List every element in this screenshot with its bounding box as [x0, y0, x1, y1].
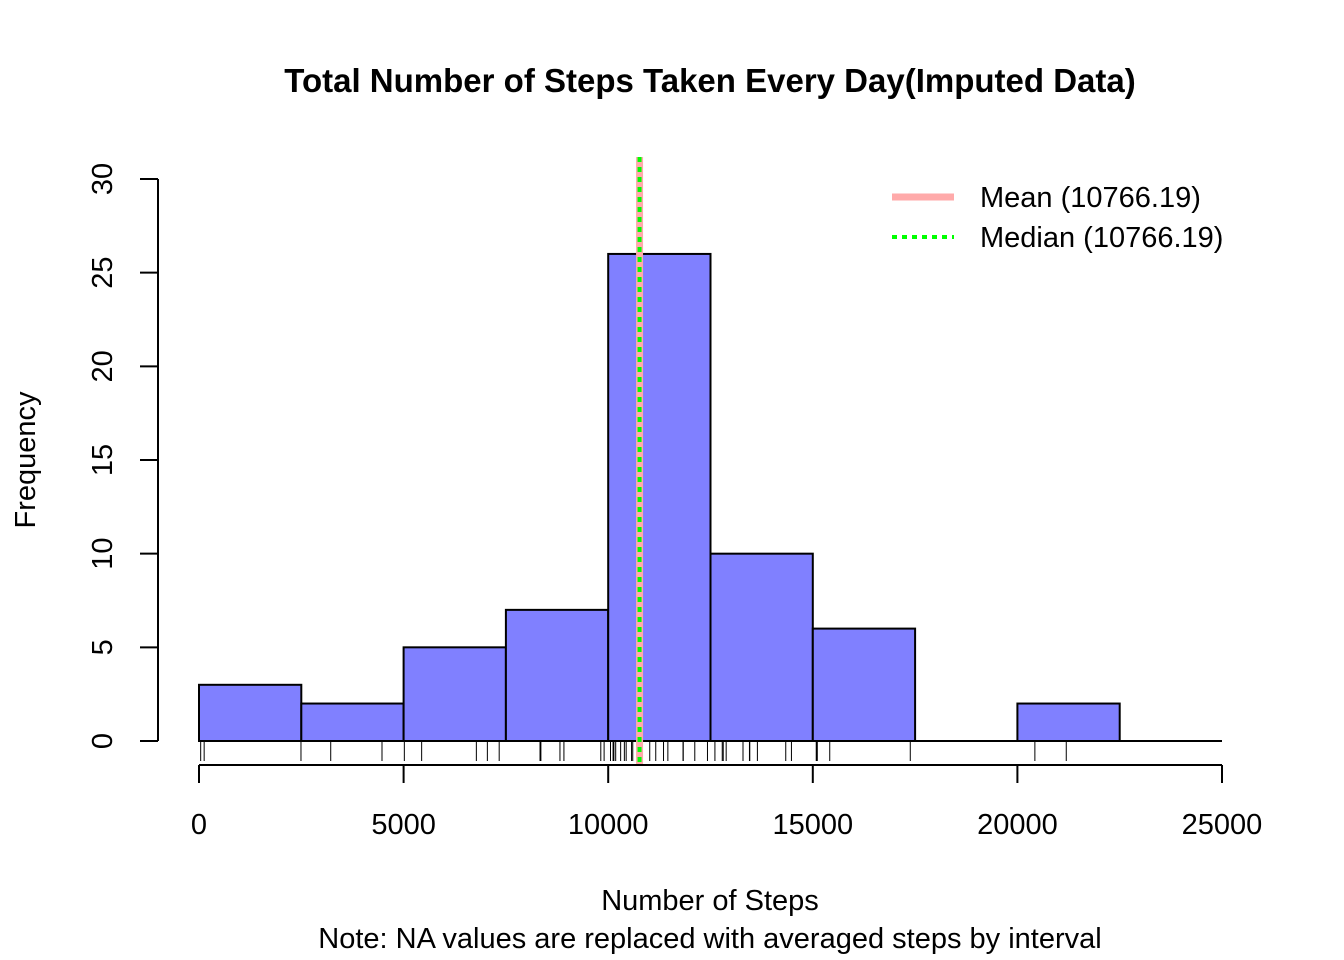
- y-tick-label: 5: [87, 639, 119, 655]
- histogram-bar: [1016, 702, 1121, 742]
- x-tick-label: 25000: [1182, 809, 1263, 841]
- y-tick-label: 0: [87, 733, 119, 749]
- x-axis-note: Note: NA values are replaced with averag…: [318, 923, 1101, 955]
- histogram-bar: [198, 683, 303, 742]
- bars-group: [198, 252, 1222, 743]
- rug-group: [200, 741, 1067, 761]
- y-tick-label: 25: [87, 257, 119, 289]
- histogram-bar: [811, 627, 917, 742]
- legend-label: Mean (10766.19): [980, 182, 1201, 214]
- y-axis-label: Frequency: [10, 391, 42, 529]
- histogram-bar: [300, 702, 405, 742]
- chart-title: Total Number of Steps Taken Every Day(Im…: [284, 62, 1135, 99]
- x-tick-label: 20000: [977, 809, 1058, 841]
- x-axis-label: Number of Steps: [601, 885, 819, 917]
- legend: Mean (10766.19) Median (10766.19): [892, 182, 1223, 254]
- y-tick-label: 30: [87, 163, 119, 195]
- y-axis: 0 5 10 15 20 25 30: [87, 163, 159, 749]
- x-tick-label: 10000: [568, 809, 649, 841]
- y-tick-label: 10: [87, 538, 119, 570]
- y-tick-label: 15: [87, 444, 119, 476]
- y-tick-label: 20: [87, 350, 119, 382]
- histogram-bar: [504, 608, 610, 742]
- legend-label: Median (10766.19): [980, 222, 1223, 254]
- histogram-bar: [709, 552, 814, 743]
- x-tick-label: 0: [191, 809, 207, 841]
- x-axis: 0 5000 10000 15000 20000 25000: [191, 764, 1263, 841]
- histogram-bar: [402, 646, 507, 742]
- x-tick-label: 15000: [772, 809, 853, 841]
- x-tick-label: 5000: [371, 809, 436, 841]
- histogram-bar: [607, 252, 712, 743]
